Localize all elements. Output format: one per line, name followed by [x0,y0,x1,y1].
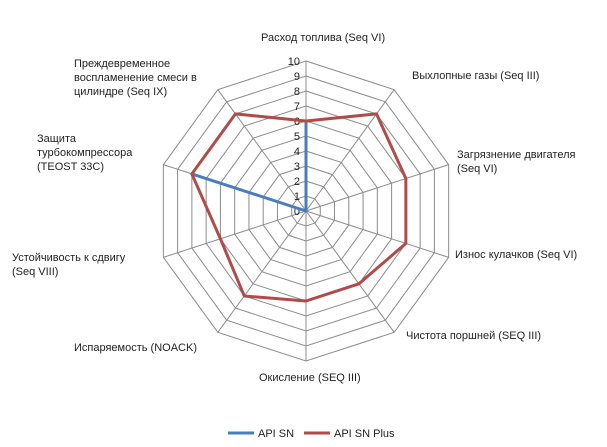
radial-tick-labels: 0 1 2 3 4 5 6 7 8 9 10 [288,56,300,218]
axis-label-6: Испаряемость (NOACK) [74,342,197,354]
axis-label-0: Расход топлива (Seq VI) [261,32,385,44]
tick-label-9: 9 [294,71,300,83]
series-lines [190,112,408,303]
tick-label-8: 8 [294,86,300,98]
spoke-1 [305,89,395,212]
spoke-3 [305,210,449,258]
axis-labels: Расход топлива (Seq VI) Выхлопные газы (S… [12,32,577,384]
axis-label-5: Окисление (SEQ III) [259,372,361,384]
spoke-9 [217,89,307,212]
axis-label-2: Загрязнение двигателя (Seq VI) [457,149,575,175]
series-line-api-sn-plus [190,112,408,303]
spoke-2 [305,164,449,212]
tick-label-0: 0 [294,206,300,218]
tick-label-1: 1 [294,191,300,203]
legend: API SN API SN Plus [228,428,395,440]
spoke-7 [163,210,307,258]
spoke-4 [305,210,395,333]
axis-label-7: Устойчивость к сдвигу (Seq VIII) [12,252,126,278]
tick-label-6: 6 [294,116,300,128]
axis-label-4: Чистота поршней (SEQ III) [406,330,541,342]
tick-label-10: 10 [288,56,300,68]
axis-label-9: Преждевременное воспламенение смеси в цили… [74,58,197,98]
legend-label-api-sn-plus: API SN Plus [334,428,395,440]
axis-label-1: Выхлопные газы (Seq III) [412,70,539,82]
spoke-6 [217,210,307,333]
tick-label-2: 2 [294,176,300,188]
tick-label-4: 4 [294,146,300,158]
axis-label-3: Износ кулачков (Seq VI) [455,249,577,261]
legend-label-api-sn: API SN [258,428,294,440]
tick-label-5: 5 [294,131,300,143]
axis-label-8: Защита турбокомпрессора (TEOST 33C) [37,133,133,173]
tick-label-7: 7 [294,101,300,113]
tick-label-3: 3 [294,161,300,173]
